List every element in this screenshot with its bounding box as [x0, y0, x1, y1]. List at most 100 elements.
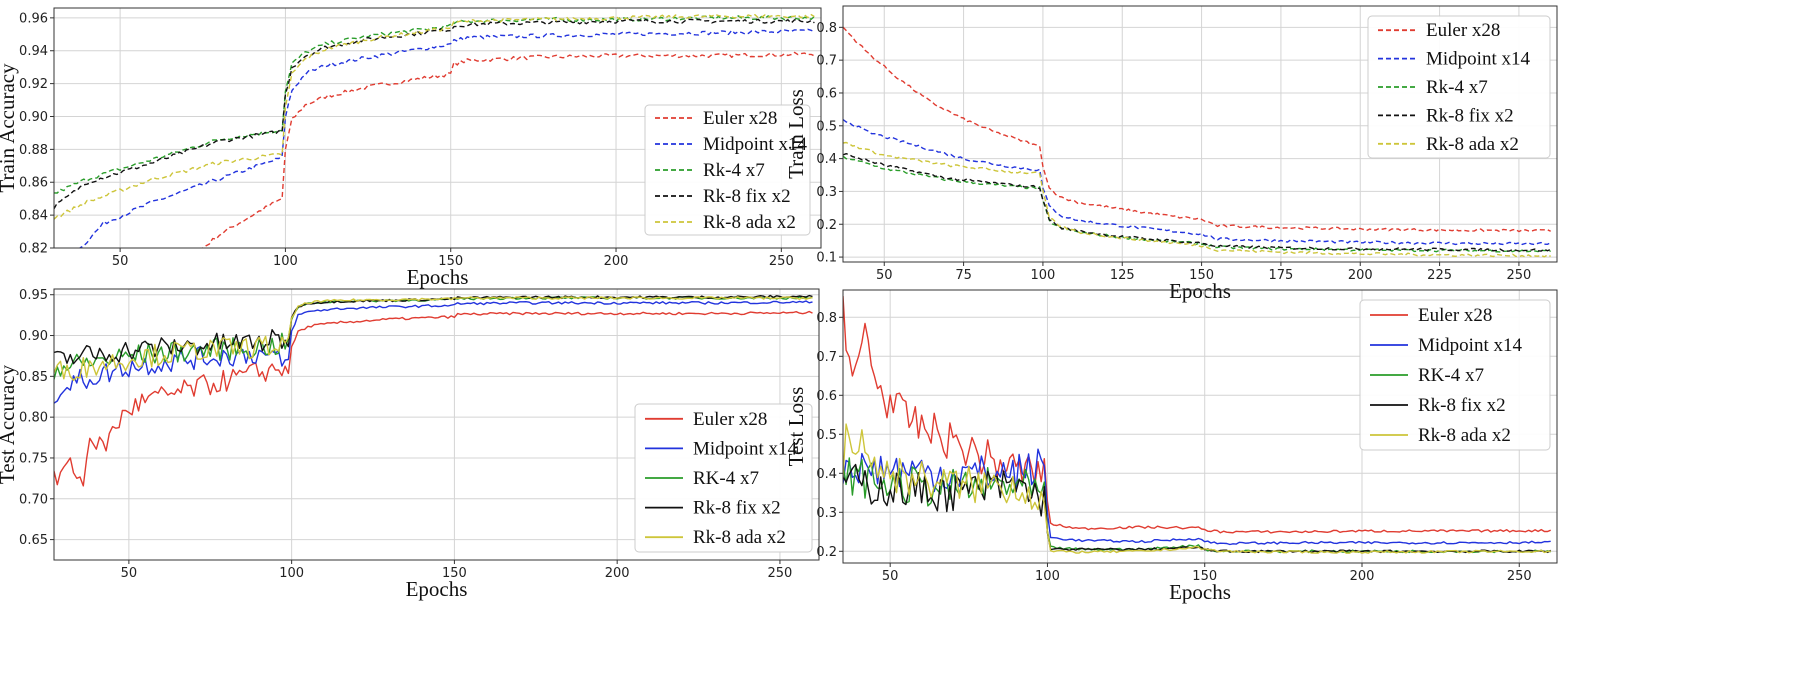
x-tick-label: 100	[279, 566, 304, 581]
legend-label-euler-x28: Euler x28	[1418, 305, 1492, 326]
series-line-euler-x28	[54, 310, 813, 487]
x-axis-label: Epochs	[1169, 279, 1231, 303]
y-tick-label: 0.8	[816, 311, 837, 326]
legend-label-rk-8-fix-x2: Rk-8 fix x2	[1418, 395, 1506, 416]
y-tick-label: 0.90	[19, 329, 48, 344]
x-tick-label: 175	[1269, 268, 1294, 283]
x-tick-label: 150	[1189, 268, 1214, 283]
y-tick-label: 0.85	[19, 370, 48, 385]
legend-box	[1367, 15, 1551, 159]
test-accuracy-chart: 50 100 150 200 250 0.65 0.70 0.75 0.80 0.85 0.90 0.…	[0, 288, 820, 601]
y-tick-label: 0.1	[816, 251, 837, 266]
y-tick-label: 0.5	[816, 428, 837, 443]
legend-box	[644, 104, 811, 236]
x-tick-label: 200	[604, 254, 629, 269]
y-tick-label: 0.2	[816, 545, 837, 560]
x-tick-label: 250	[1507, 268, 1532, 283]
train-accuracy-chart: 50 100 150 200 250 0.82 0.84 0.86 0.88 0.90 0.92 0.…	[0, 7, 822, 289]
series-line-rk-8-fix-x2	[843, 152, 1551, 252]
axes-frame	[53, 7, 822, 249]
x-tick-label: 75	[955, 268, 972, 283]
legend-label-rk-8-fix-x2: Rk-8 fix x2	[1426, 105, 1514, 126]
y-tick-label: 0.70	[19, 492, 48, 507]
legend-label-midpoint-x14: Midpoint x14	[693, 438, 797, 459]
x-tick-label: 50	[876, 268, 893, 283]
legend-label-euler-x28: Euler x28	[703, 108, 777, 129]
axes-frame	[53, 288, 820, 561]
series-line-rk-8-fix-x2	[54, 18, 815, 210]
x-tick-label: 100	[1031, 268, 1056, 283]
y-axis-label: Train Accuracy	[0, 63, 19, 193]
legend: Euler x28 Midpoint x14 RK-4 x7 Rk-8 fix x2 R…	[634, 403, 813, 553]
x-tick-label: 100	[1035, 569, 1060, 584]
legend-label-midpoint-x14: Midpoint x14	[703, 134, 807, 155]
series-line-euler-x28	[843, 296, 1551, 534]
series-line-midpoint-x14	[843, 118, 1551, 246]
y-tick-label: 0.82	[19, 242, 48, 257]
legend-label-midpoint-x14: Midpoint x14	[1426, 49, 1530, 70]
x-tick-label: 100	[273, 254, 298, 269]
y-tick-label: 0.7	[816, 54, 837, 69]
plot-area	[843, 296, 1552, 554]
y-tick-label: 0.86	[19, 176, 48, 191]
y-tick-label: 0.3	[816, 185, 837, 200]
legend: Euler x28 Midpoint x14 Rk-4 x7 Rk-8 fix x2 R…	[644, 104, 811, 236]
x-tick-label: 200	[605, 566, 630, 581]
y-tick-label: 0.6	[816, 86, 837, 101]
series-line-euler-x28	[843, 26, 1551, 233]
series-line-rk-4-x7	[843, 155, 1551, 253]
x-tick-label: 250	[768, 566, 793, 581]
x-tick-label: 200	[1350, 569, 1375, 584]
y-tick-label: 0.92	[19, 77, 48, 92]
x-tick-label: 225	[1427, 268, 1452, 283]
y-axis-label: Train Loss	[784, 89, 808, 179]
legend-label-rk-8-ada-x2: Rk-8 ada x2	[1418, 425, 1511, 446]
legend-box	[1359, 299, 1551, 451]
y-tick-label: 0.4	[816, 467, 837, 482]
y-tick-label: 0.84	[19, 209, 48, 224]
legend-label-euler-x28: Euler x28	[693, 409, 767, 430]
series-line-rk-8-ada-x2	[843, 141, 1551, 258]
y-tick-label: 0.95	[19, 288, 48, 303]
x-axis-label: Epochs	[406, 577, 468, 601]
series-line-rk-8-ada-x2	[54, 296, 813, 382]
legend-label-rk-8-ada-x2: Rk-8 ada x2	[703, 212, 796, 233]
y-axis-label: Test Loss	[784, 387, 808, 467]
series-line-rk-8-ada-x2	[843, 423, 1551, 554]
y-tick-label: 0.8	[816, 21, 837, 36]
plot-area	[54, 13, 815, 248]
x-axis-label: Epochs	[1169, 580, 1231, 604]
x-tick-label: 50	[112, 254, 129, 269]
y-tick-label: 0.5	[816, 119, 837, 134]
series-line-euler-x28	[201, 51, 815, 248]
x-tick-label: 125	[1110, 268, 1135, 283]
series-line-midpoint-x14	[79, 28, 815, 248]
legend-label-midpoint-x14: Midpoint x14	[1418, 335, 1522, 356]
y-tick-label: 0.75	[19, 451, 48, 466]
legend: Euler x28 Midpoint x14 RK-4 x7 Rk-8 fix x2 R…	[1359, 299, 1551, 451]
y-tick-label: 0.88	[19, 143, 48, 158]
legend-box	[634, 403, 813, 553]
y-tick-label: 0.4	[816, 152, 837, 167]
x-tick-label: 150	[1192, 569, 1217, 584]
legend-label-euler-x28: Euler x28	[1426, 20, 1500, 41]
legend: Euler x28 Midpoint x14 Rk-4 x7 Rk-8 fix x2 R…	[1367, 15, 1551, 159]
y-tick-label: 0.2	[816, 218, 837, 233]
series-line-midpoint-x14	[843, 448, 1551, 546]
y-tick-label: 0.7	[816, 350, 837, 365]
axes-frame	[842, 5, 1558, 263]
x-tick-label: 250	[1507, 569, 1532, 584]
legend-label-rk-4-x7: Rk-4 x7	[1426, 77, 1488, 98]
axes-frame	[842, 289, 1558, 564]
legend-label-rk-4-x7: RK-4 x7	[693, 468, 759, 489]
x-tick-label: 200	[1348, 268, 1373, 283]
y-tick-label: 0.96	[19, 11, 48, 26]
y-axis-label: Test Accuracy	[0, 364, 19, 484]
y-tick-label: 0.80	[19, 411, 48, 426]
legend-label-rk-8-fix-x2: Rk-8 fix x2	[703, 186, 791, 207]
plot-area	[54, 294, 813, 487]
x-tick-label: 50	[121, 566, 138, 581]
series-line-rk-8-ada-x2	[54, 13, 815, 220]
train-loss-chart: 50 75 100 125 150 175 200 225 250 0.1 0.2 0.3 0.4 0.5…	[784, 5, 1558, 303]
